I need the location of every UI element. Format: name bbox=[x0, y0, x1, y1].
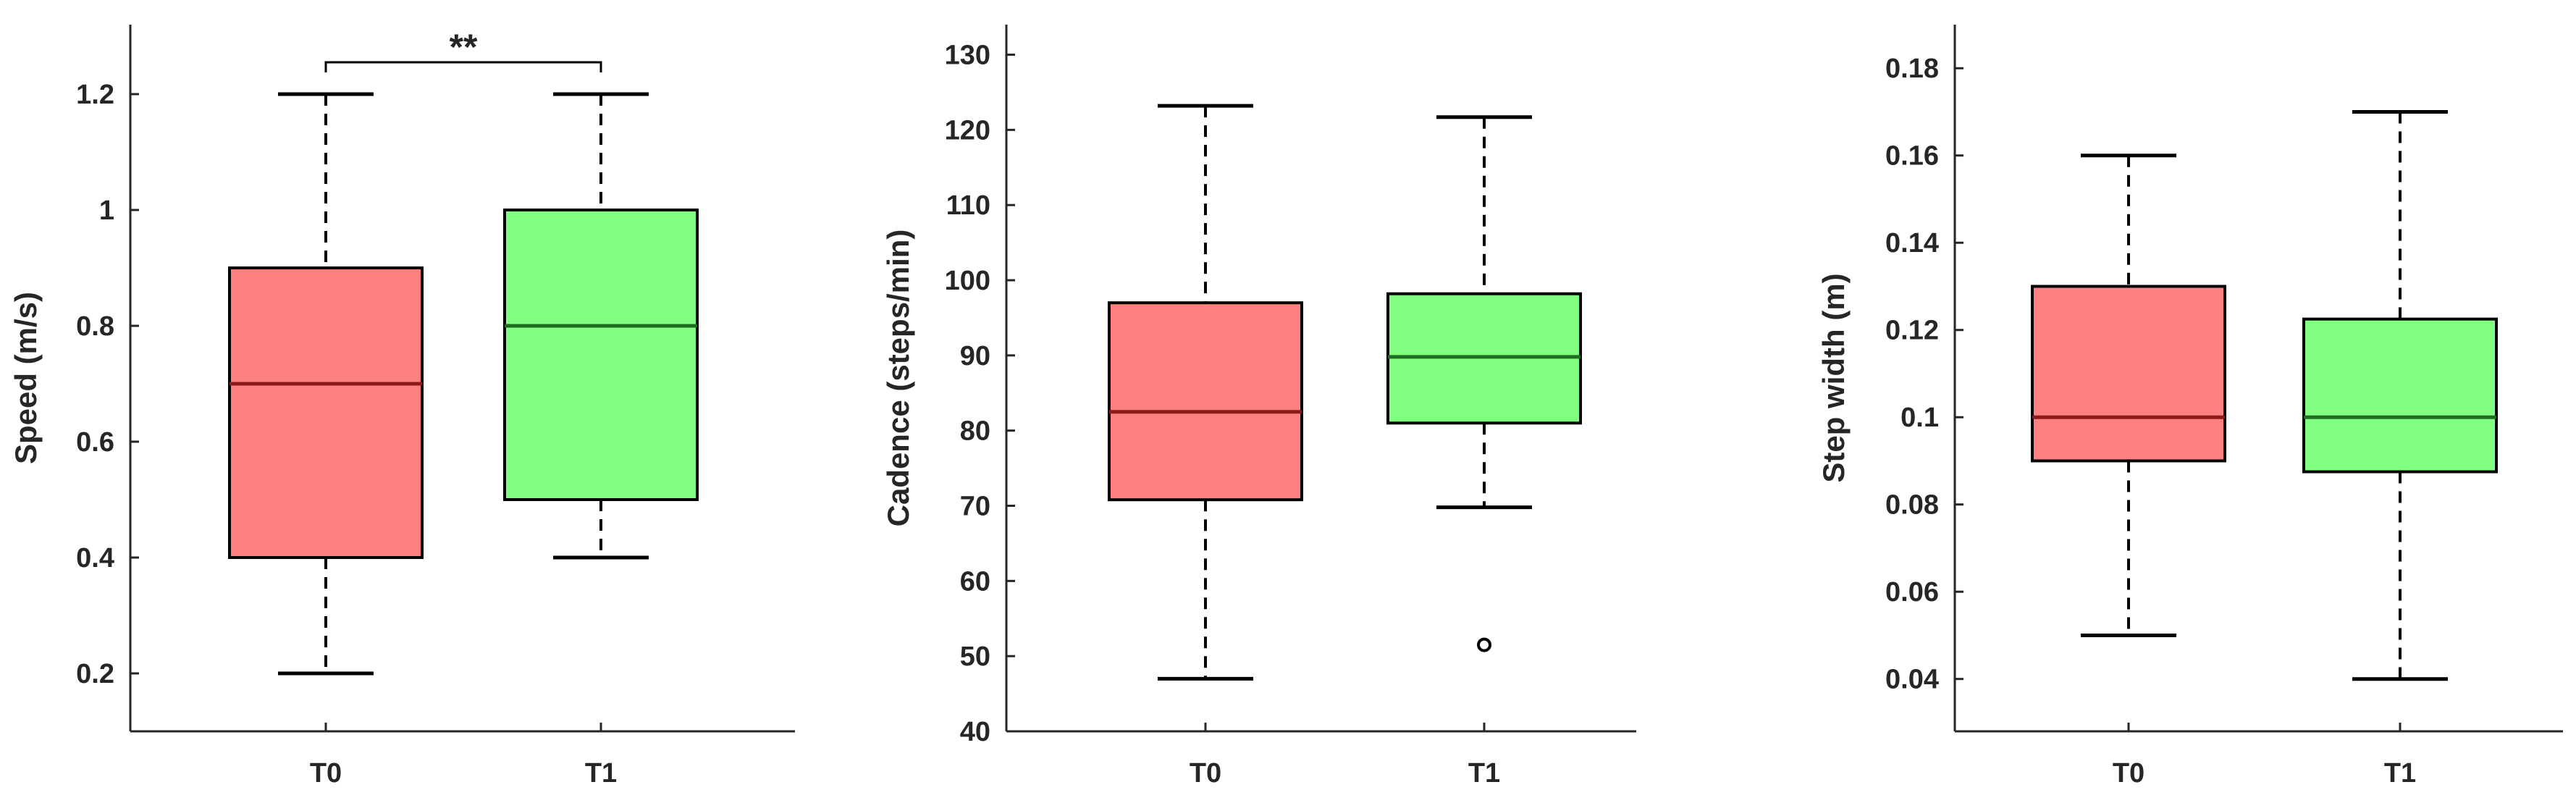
step-width-y-tick-label: 0.1 bbox=[1901, 403, 1939, 433]
cadence-panel: 40 50 60 70 80 90 100 110 120 130 T0 T1 Cadence (ste… bbox=[881, 25, 1636, 789]
cadence-y-tick-label: 120 bbox=[945, 115, 990, 146]
speed-significance-bracket bbox=[324, 61, 602, 72]
step-width-y-tick-label: 0.14 bbox=[1885, 228, 1939, 258]
step-width-y-tick-label: 0.08 bbox=[1885, 490, 1939, 521]
cadence-y-tick-label: 70 bbox=[960, 492, 990, 522]
step-width-x-tick-label-t0: T0 bbox=[2113, 758, 2144, 789]
speed-y-tick-label: 1 bbox=[99, 196, 114, 226]
cadence-y-tick-label: 110 bbox=[946, 190, 990, 221]
cadence-outlier-t1 bbox=[1477, 637, 1491, 652]
cadence-y-tick-label: 40 bbox=[960, 717, 990, 747]
speed-y-tick-label: 0.6 bbox=[76, 427, 114, 458]
speed-y-tick-label: 0.2 bbox=[76, 659, 114, 689]
speed-x-tick-label-t0: T0 bbox=[310, 758, 342, 789]
step-width-y-tick-label: 0.04 bbox=[1885, 665, 1939, 695]
speed-y-tick-label: 1.2 bbox=[76, 80, 114, 110]
speed-significance-label: ** bbox=[450, 27, 478, 67]
cadence-y-axis-label: Cadence (steps/min) bbox=[881, 230, 915, 527]
step-width-box-t1 bbox=[2302, 317, 2498, 474]
cadence-y-tick-label: 100 bbox=[945, 266, 990, 296]
speed-x-tick-label-t1: T1 bbox=[585, 758, 617, 789]
cadence-box-t0 bbox=[1108, 301, 1303, 502]
step-width-box-t0 bbox=[2031, 285, 2226, 463]
cadence-y-tick-label: 60 bbox=[960, 566, 990, 597]
speed-box-t1 bbox=[503, 209, 699, 501]
step-width-y-tick-label: 0.16 bbox=[1885, 141, 1939, 172]
cadence-x-tick-label-t0: T0 bbox=[1190, 758, 1221, 789]
cadence-y-tick-label: 130 bbox=[945, 41, 990, 71]
cadence-x-tick-label-t1: T1 bbox=[1468, 758, 1500, 789]
step-width-y-tick-label: 0.06 bbox=[1885, 577, 1939, 607]
step-width-x-tick-label-t1: T1 bbox=[2384, 758, 2416, 789]
step-width-y-tick-label: 0.12 bbox=[1885, 316, 1939, 346]
cadence-y-tick-label: 50 bbox=[960, 642, 990, 672]
cadence-y-tick-label: 80 bbox=[960, 416, 990, 447]
step-width-y-tick-label: 0.18 bbox=[1885, 54, 1939, 84]
speed-panel: 0.2 0.4 0.6 0.8 1 1.2 T0 T1 Speed (m/s) ** bbox=[9, 25, 795, 789]
speed-y-tick-label: 0.8 bbox=[76, 311, 114, 342]
step-width-panel: 0.04 0.06 0.08 0.1 0.12 0.14 0.16 0.18 T0 T1 Step … bbox=[1817, 25, 2563, 789]
speed-box-t0 bbox=[228, 266, 424, 559]
step-width-y-axis-label: Step width (m) bbox=[1817, 273, 1851, 482]
cadence-y-tick-label: 90 bbox=[960, 341, 990, 371]
speed-y-axis-label: Speed (m/s) bbox=[9, 292, 43, 464]
speed-y-tick-label: 0.4 bbox=[76, 543, 114, 573]
